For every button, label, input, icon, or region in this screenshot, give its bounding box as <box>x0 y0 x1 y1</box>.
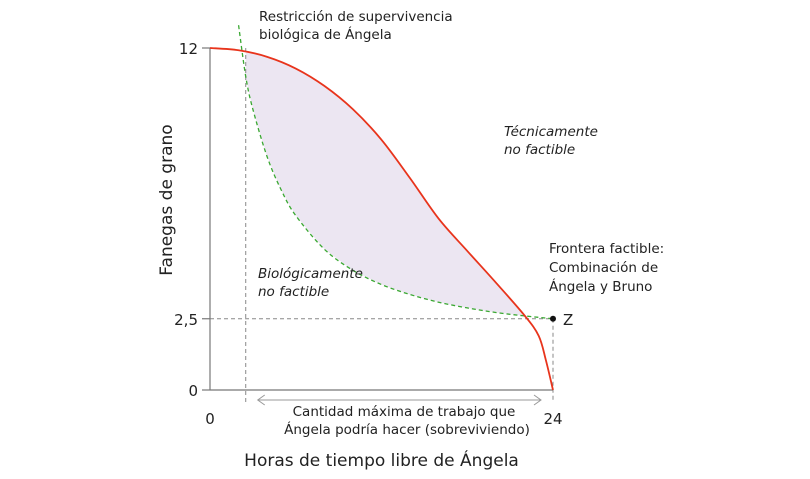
feasible-region-shading <box>245 51 554 391</box>
frontier-label-line1: Frontera factible: <box>549 241 664 257</box>
y-axis-title: Fanegas de grano <box>157 124 177 275</box>
biologically-infeasible-label-line1: Biológicamente <box>258 266 363 282</box>
work-range-label-line1: Cantidad máxima de trabajo que <box>293 404 516 420</box>
biologically-infeasible-label-line2: no factible <box>258 284 329 300</box>
work-range-label-line2: Ángela podría hacer (sobreviviendo) <box>284 421 530 438</box>
survival-constraint-line <box>237 25 554 320</box>
point-z-label: Z <box>563 311 573 329</box>
y-tick-label-0: 0 <box>188 382 198 400</box>
x-axis-title: Horas de tiempo libre de Ángela <box>244 449 519 471</box>
x-tick-label-24: 24 <box>543 410 562 428</box>
work-range-arrowhead-left <box>256 394 266 406</box>
frontier-label-line3: Ángela y Bruno <box>549 278 652 295</box>
survival-constraint-label-line2: biológica de Ángela <box>259 26 392 43</box>
y-tick-label-12: 12 <box>179 40 198 58</box>
feasible-frontier-line <box>209 47 554 391</box>
technically-infeasible-label-line2: no factible <box>504 142 575 158</box>
y-tick-label-2-5: 2,5 <box>174 311 198 329</box>
point-z-marker <box>550 315 556 322</box>
technically-infeasible-label-line1: Técnicamente <box>504 124 598 140</box>
work-range-arrowhead-right <box>533 394 542 406</box>
frontier-label-line2: Combinación de <box>549 260 658 276</box>
x-tick-label-0: 0 <box>205 410 215 428</box>
survival-constraint-label-line1: Restricción de supervivencia <box>259 9 453 25</box>
